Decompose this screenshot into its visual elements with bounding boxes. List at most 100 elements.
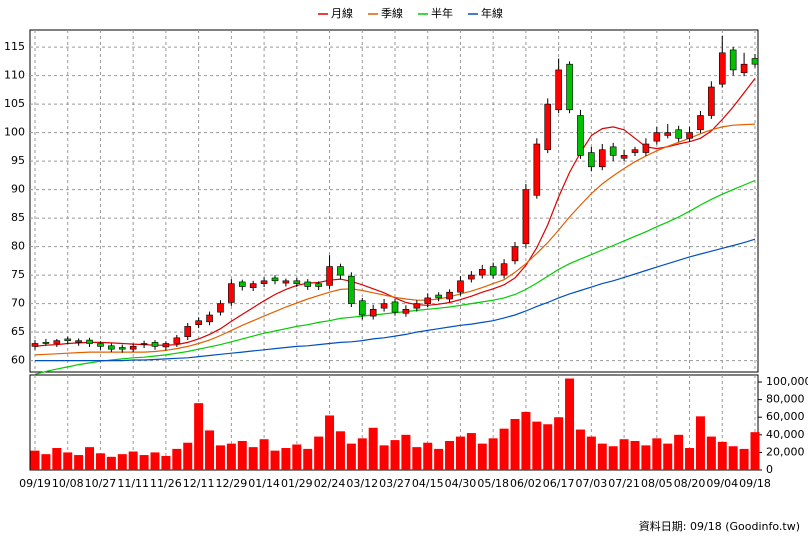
x-tick-label: 01/14 xyxy=(248,477,280,490)
volume-bar xyxy=(41,454,51,470)
candle-body xyxy=(369,308,377,317)
volume-bar xyxy=(325,415,335,470)
volume-bar xyxy=(630,440,640,470)
volume-bar xyxy=(695,416,705,470)
y-tick-label: 105 xyxy=(4,97,25,110)
x-tick-label: 08/05 xyxy=(641,477,673,490)
candle-body xyxy=(129,346,137,350)
y-tick-label: 115 xyxy=(4,40,25,53)
volume-bar xyxy=(379,445,389,470)
x-tick-label: 11/11 xyxy=(117,477,149,490)
volume-bar xyxy=(128,451,138,470)
volume-bar xyxy=(717,441,727,470)
candle-body xyxy=(598,149,606,168)
candle-body xyxy=(228,283,235,303)
candle-body xyxy=(468,274,475,280)
volume-bar xyxy=(85,447,95,470)
candle-body xyxy=(64,338,72,341)
candle-body xyxy=(478,269,486,276)
candle-body xyxy=(75,340,82,343)
price-panel xyxy=(29,29,759,373)
candle-body xyxy=(53,340,61,344)
volume-bar xyxy=(641,445,651,470)
volume-bar xyxy=(597,443,607,470)
y-tick-label: 95 xyxy=(11,154,25,167)
volume-bar xyxy=(728,446,738,470)
candle-body xyxy=(282,280,290,284)
volume-bar xyxy=(314,436,324,470)
volume-bar xyxy=(346,443,356,470)
volume-bar xyxy=(499,428,509,470)
volume-bar xyxy=(74,455,84,470)
candle-body xyxy=(413,303,421,309)
candle-body xyxy=(108,345,115,350)
x-tick-label: 02/24 xyxy=(314,477,346,490)
candle-body xyxy=(140,343,148,345)
volume-tick-label: 100,000 xyxy=(766,375,808,388)
candle-body xyxy=(260,280,268,284)
volume-bar xyxy=(608,446,618,470)
y-tick-label: 75 xyxy=(11,268,25,281)
volume-tick-label: 80,000 xyxy=(766,393,805,406)
candle-body xyxy=(577,115,584,156)
candle-body xyxy=(86,339,93,344)
volume-bar xyxy=(412,447,422,470)
candle-body xyxy=(195,320,202,325)
candle-body xyxy=(566,63,573,111)
volume-tick-label: 40,000 xyxy=(766,428,805,441)
candle-body xyxy=(609,146,617,156)
legend-label: 季線 xyxy=(381,6,403,20)
candle-body xyxy=(304,281,312,287)
candle-body xyxy=(206,314,213,323)
candle-body xyxy=(664,132,672,136)
x-tick-label: 09/04 xyxy=(706,477,738,490)
legend-label: 年線 xyxy=(481,6,503,20)
candle-body xyxy=(729,49,737,71)
candle-body xyxy=(457,280,464,293)
volume-bar xyxy=(303,448,313,470)
x-tick-label: 04/15 xyxy=(412,477,444,490)
volume-bar xyxy=(674,434,684,470)
volume-bar xyxy=(30,450,40,470)
x-tick-label: 05/18 xyxy=(477,477,509,490)
x-tick-label: 03/27 xyxy=(379,477,411,490)
y-tick-label: 90 xyxy=(11,183,25,196)
candle-body xyxy=(358,300,366,316)
candle-body xyxy=(533,143,541,196)
volume-bar xyxy=(586,436,596,470)
candle-body xyxy=(184,326,192,337)
candle-body xyxy=(293,280,301,284)
legend-label: 月線 xyxy=(331,6,353,20)
candle-body xyxy=(522,189,530,245)
volume-bar xyxy=(259,439,269,470)
candle-body xyxy=(675,129,682,139)
candle-body xyxy=(326,266,333,286)
candle-body xyxy=(511,246,519,262)
x-tick-label: 06/02 xyxy=(510,477,542,490)
candle-body xyxy=(642,143,650,153)
volume-bar xyxy=(532,421,542,470)
x-tick-label: 06/17 xyxy=(543,477,575,490)
candle-body xyxy=(337,266,344,276)
volume-bar xyxy=(52,448,62,470)
volume-bar xyxy=(281,448,291,470)
volume-bar xyxy=(521,411,531,470)
candle-body xyxy=(97,343,104,347)
x-tick-label: 11/26 xyxy=(150,477,182,490)
x-tick-label: 09/18 xyxy=(739,477,771,490)
candle-body xyxy=(555,69,562,111)
y-tick-label: 85 xyxy=(11,211,25,224)
volume-bar xyxy=(248,447,258,470)
candle-body xyxy=(151,342,159,347)
x-tick-label: 04/30 xyxy=(445,477,477,490)
volume-bar xyxy=(575,429,585,470)
candle-body xyxy=(391,301,399,313)
candle-body xyxy=(653,132,661,142)
volume-bar xyxy=(95,453,105,470)
x-tick-label: 12/29 xyxy=(216,477,248,490)
candle-body xyxy=(217,303,224,313)
volume-bar xyxy=(619,439,629,470)
candle-body xyxy=(588,152,595,168)
footer: 資料日期: 09/18 (Goodinfo.tw) xyxy=(639,519,800,533)
